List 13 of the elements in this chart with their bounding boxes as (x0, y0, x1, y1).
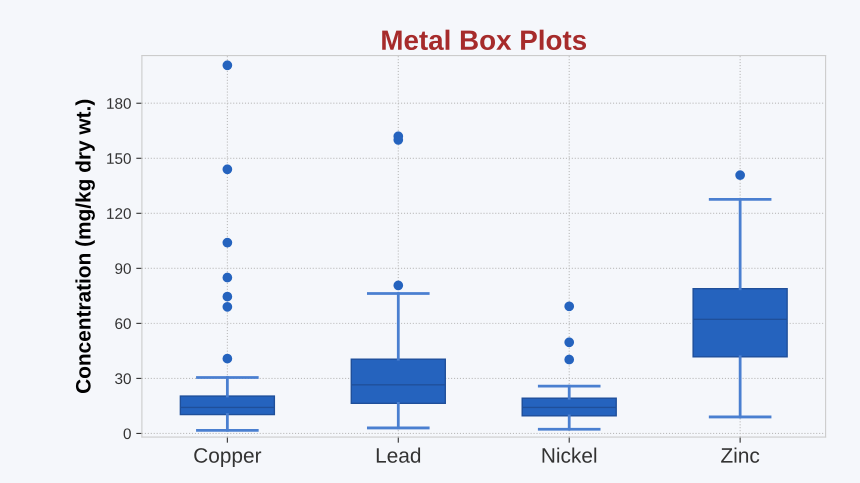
y-tick-label: 60 (115, 318, 131, 330)
y-tick-label: 180 (107, 98, 131, 109)
x-tick-label: Nickel (542, 448, 596, 463)
y-axis-title: Concentration (mg/kg dry wt.) (75, 100, 95, 394)
y-tick-label: 120 (107, 208, 131, 219)
y-tick-label: 150 (107, 153, 131, 164)
y-tick-label: 0 (124, 428, 131, 440)
x-tick-label: Copper (194, 448, 262, 467)
x-tick-label: Zinc (721, 448, 760, 463)
chart-title: Metal Box Plots (382, 30, 586, 50)
y-tick-label: 30 (115, 373, 131, 384)
y-tick-label: 90 (115, 263, 131, 274)
x-tick-label: Lead (376, 448, 420, 463)
